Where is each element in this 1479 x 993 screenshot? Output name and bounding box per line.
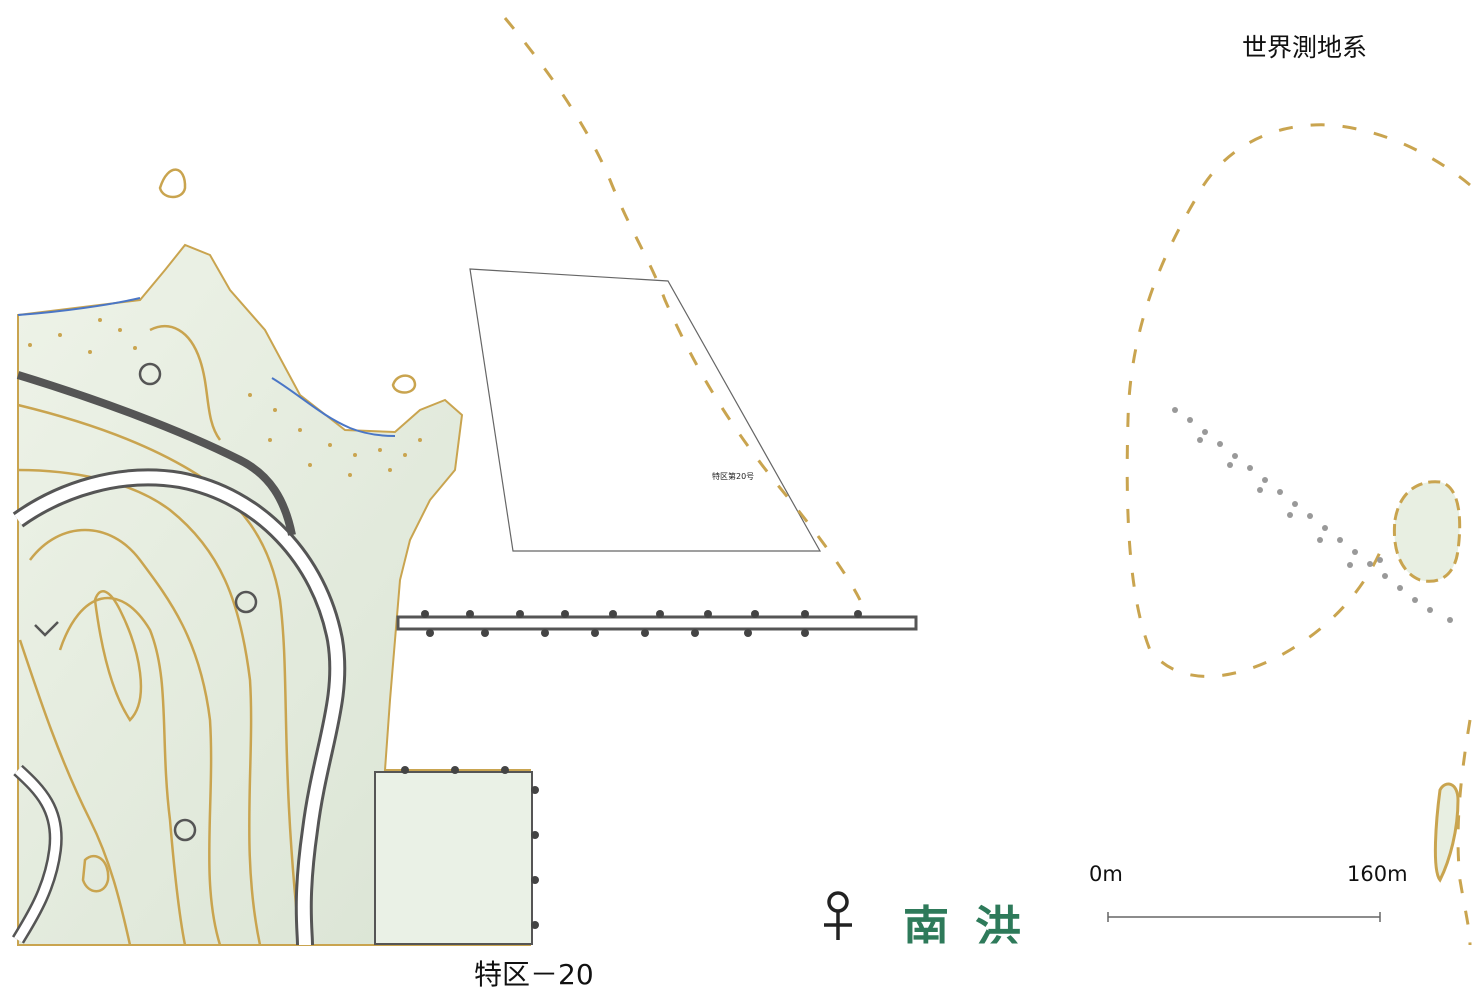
pier: [396, 610, 918, 637]
scale-end-label: 160m: [1347, 862, 1408, 886]
scale-bar: [1107, 912, 1381, 922]
building-block: [374, 766, 539, 945]
parcel-boundary: [469, 268, 822, 552]
shoreline: [17, 297, 396, 437]
datum-label: 世界測地系: [1242, 33, 1368, 62]
parcel-label: 特区第20号: [712, 472, 755, 481]
tree-symbols: [34, 362, 258, 842]
road: [11, 371, 347, 946]
reef-dots: [1172, 407, 1453, 623]
island: [1392, 480, 1462, 583]
park-name-text: 南洪: [903, 901, 1047, 955]
dashed-contours: [503, 17, 1472, 946]
contour-lines: [17, 168, 417, 946]
scale-start-label: 0m: [1089, 862, 1123, 886]
shrine-icon: [824, 891, 852, 940]
island-east: [1433, 782, 1460, 883]
sand-dots: [28, 318, 422, 477]
sheet-label: 特区－20: [474, 958, 594, 991]
